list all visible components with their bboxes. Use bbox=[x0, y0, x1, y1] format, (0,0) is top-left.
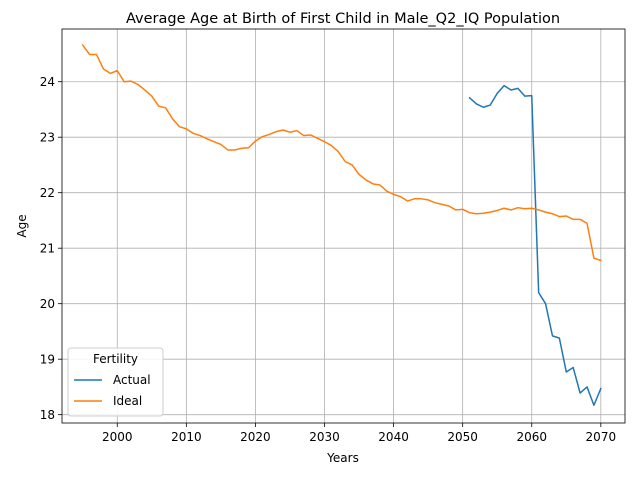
series-line-ideal bbox=[81, 44, 602, 262]
y-tick-label: 24 bbox=[40, 75, 55, 89]
series-line-actual bbox=[468, 84, 602, 406]
x-tick-label: 2020 bbox=[240, 430, 271, 444]
x-axis-label: Years bbox=[326, 451, 359, 465]
x-tick-label: 2010 bbox=[171, 430, 202, 444]
x-tick-label: 2040 bbox=[378, 430, 409, 444]
y-tick-label: 19 bbox=[40, 352, 55, 366]
y-tick-label: 22 bbox=[40, 186, 55, 200]
x-tick-label: 2030 bbox=[309, 430, 340, 444]
legend-label-ideal: Ideal bbox=[113, 394, 142, 408]
chart-title: Average Age at Birth of First Child in M… bbox=[126, 11, 560, 27]
x-tick-label: 2000 bbox=[102, 430, 133, 444]
x-tick-label: 2070 bbox=[586, 430, 617, 444]
x-tick-label: 2060 bbox=[516, 430, 547, 444]
legend: Fertility Actual Ideal bbox=[67, 347, 164, 417]
axis-ticks: 2000 2010 2020 2030 2040 2050 2060 2070 18 19 20 21… bbox=[40, 75, 616, 444]
y-axis-label: Age bbox=[15, 214, 29, 237]
x-tick-label: 2050 bbox=[447, 430, 478, 444]
y-tick-label: 21 bbox=[40, 241, 55, 255]
legend-box bbox=[67, 347, 164, 417]
plot-area-frame bbox=[61, 28, 626, 424]
legend-label-actual: Actual bbox=[113, 373, 151, 387]
legend-title: Fertility bbox=[93, 352, 138, 366]
y-tick-label: 23 bbox=[40, 131, 55, 145]
y-tick-label: 20 bbox=[40, 297, 55, 311]
y-tick-label: 18 bbox=[40, 408, 55, 422]
series-lines bbox=[81, 44, 602, 406]
